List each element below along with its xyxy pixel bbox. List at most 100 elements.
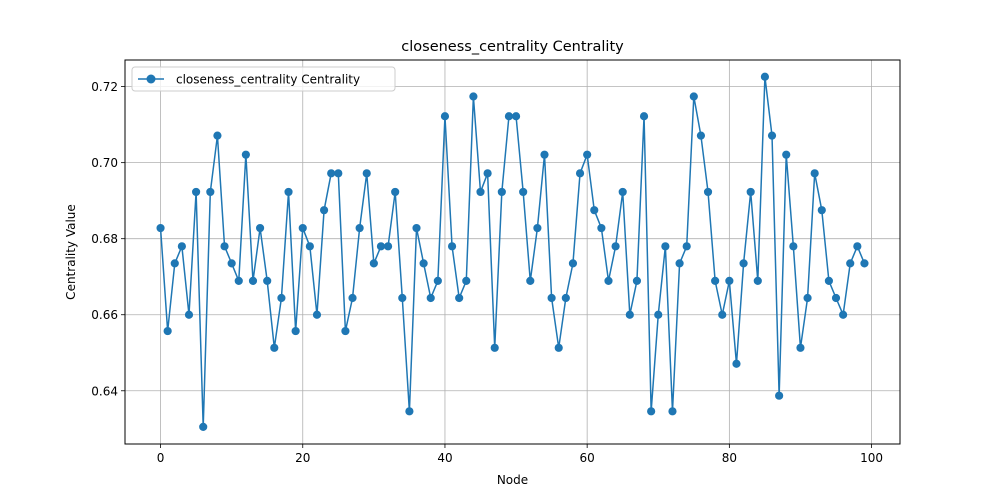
legend-marker-swatch [146, 74, 156, 84]
data-point [270, 343, 279, 352]
x-tick-label: 20 [295, 451, 310, 465]
data-point [511, 112, 521, 121]
y-tick-label: 0.64 [91, 384, 118, 398]
data-point [817, 206, 826, 215]
data-point [476, 187, 485, 197]
data-point [291, 326, 300, 336]
data-point [426, 293, 435, 303]
x-tick-label: 80 [722, 451, 737, 465]
data-point [341, 326, 350, 336]
data-point [519, 187, 528, 197]
data-point [455, 293, 464, 303]
data-point [604, 276, 613, 285]
data-point [746, 187, 755, 197]
data-point [355, 223, 364, 233]
y-tick-label: 0.66 [91, 308, 118, 322]
legend-label: closeness_centrality Centrality [176, 73, 360, 87]
legend: closeness_centrality Centrality [131, 66, 396, 92]
data-point [767, 131, 777, 140]
y-tick-label: 0.70 [91, 156, 118, 170]
data-point [824, 276, 834, 285]
data-point [810, 169, 819, 178]
data-point [199, 422, 208, 431]
data-point [632, 276, 642, 285]
data-point [703, 187, 713, 197]
data-point [561, 293, 570, 303]
data-point [419, 259, 428, 268]
data-point [789, 242, 798, 251]
data-point [575, 169, 585, 178]
data-point [440, 112, 450, 121]
data-point [675, 259, 684, 268]
data-point [156, 223, 165, 233]
data-point [334, 169, 343, 178]
data-point [369, 259, 378, 268]
data-point [192, 187, 201, 197]
data-point [248, 276, 258, 285]
data-point [405, 407, 414, 416]
data-point [469, 92, 478, 101]
data-point [853, 242, 862, 251]
data-point [504, 112, 514, 121]
data-point [639, 112, 649, 121]
data-point [796, 343, 805, 352]
data-point [590, 206, 599, 215]
data-point [462, 276, 471, 285]
data-point [540, 150, 549, 159]
data-point [263, 276, 272, 285]
data-point [647, 407, 656, 416]
data-point [682, 242, 691, 251]
data-point [327, 169, 336, 178]
data-point [319, 206, 329, 215]
data-point [177, 242, 186, 251]
series-layer [156, 72, 869, 431]
data-point [839, 310, 848, 319]
data-point [213, 131, 222, 140]
x-axis-label: Node [497, 473, 528, 487]
data-point [661, 242, 670, 251]
data-point [547, 293, 556, 303]
data-point [227, 259, 236, 268]
data-point [255, 223, 265, 233]
data-point [362, 169, 371, 178]
data-point [668, 407, 677, 416]
data-point [412, 223, 421, 233]
data-point [782, 150, 791, 159]
data-point [803, 293, 812, 303]
y-axis-ticks: 0.64 0.66 0.68 0.70 0.72 [91, 80, 125, 398]
data-point [775, 391, 784, 400]
data-point [376, 242, 386, 251]
data-point [284, 187, 293, 197]
data-point [718, 310, 727, 319]
data-point [447, 242, 457, 251]
data-point [170, 259, 179, 268]
y-tick-label: 0.68 [91, 232, 118, 246]
data-point [597, 223, 606, 233]
data-point [220, 242, 229, 251]
x-tick-label: 100 [860, 451, 883, 465]
plot-frame [124, 59, 901, 445]
data-point [753, 276, 762, 285]
data-point [568, 259, 578, 268]
data-point [689, 92, 698, 101]
data-point [206, 187, 215, 197]
data-point [163, 326, 172, 336]
data-point [533, 223, 542, 233]
data-point [739, 259, 748, 268]
data-point [490, 343, 499, 352]
data-point [497, 187, 506, 197]
data-point [184, 310, 194, 319]
data-point [298, 223, 307, 233]
grid [125, 60, 900, 444]
data-point [305, 242, 314, 251]
data-point [654, 310, 663, 319]
data-point [711, 276, 720, 285]
data-point [398, 293, 407, 303]
data-point [234, 276, 243, 285]
data-point [391, 187, 400, 197]
data-point [277, 293, 286, 303]
y-tick-label: 0.72 [91, 80, 118, 94]
data-point [554, 343, 563, 352]
data-point [241, 150, 250, 159]
